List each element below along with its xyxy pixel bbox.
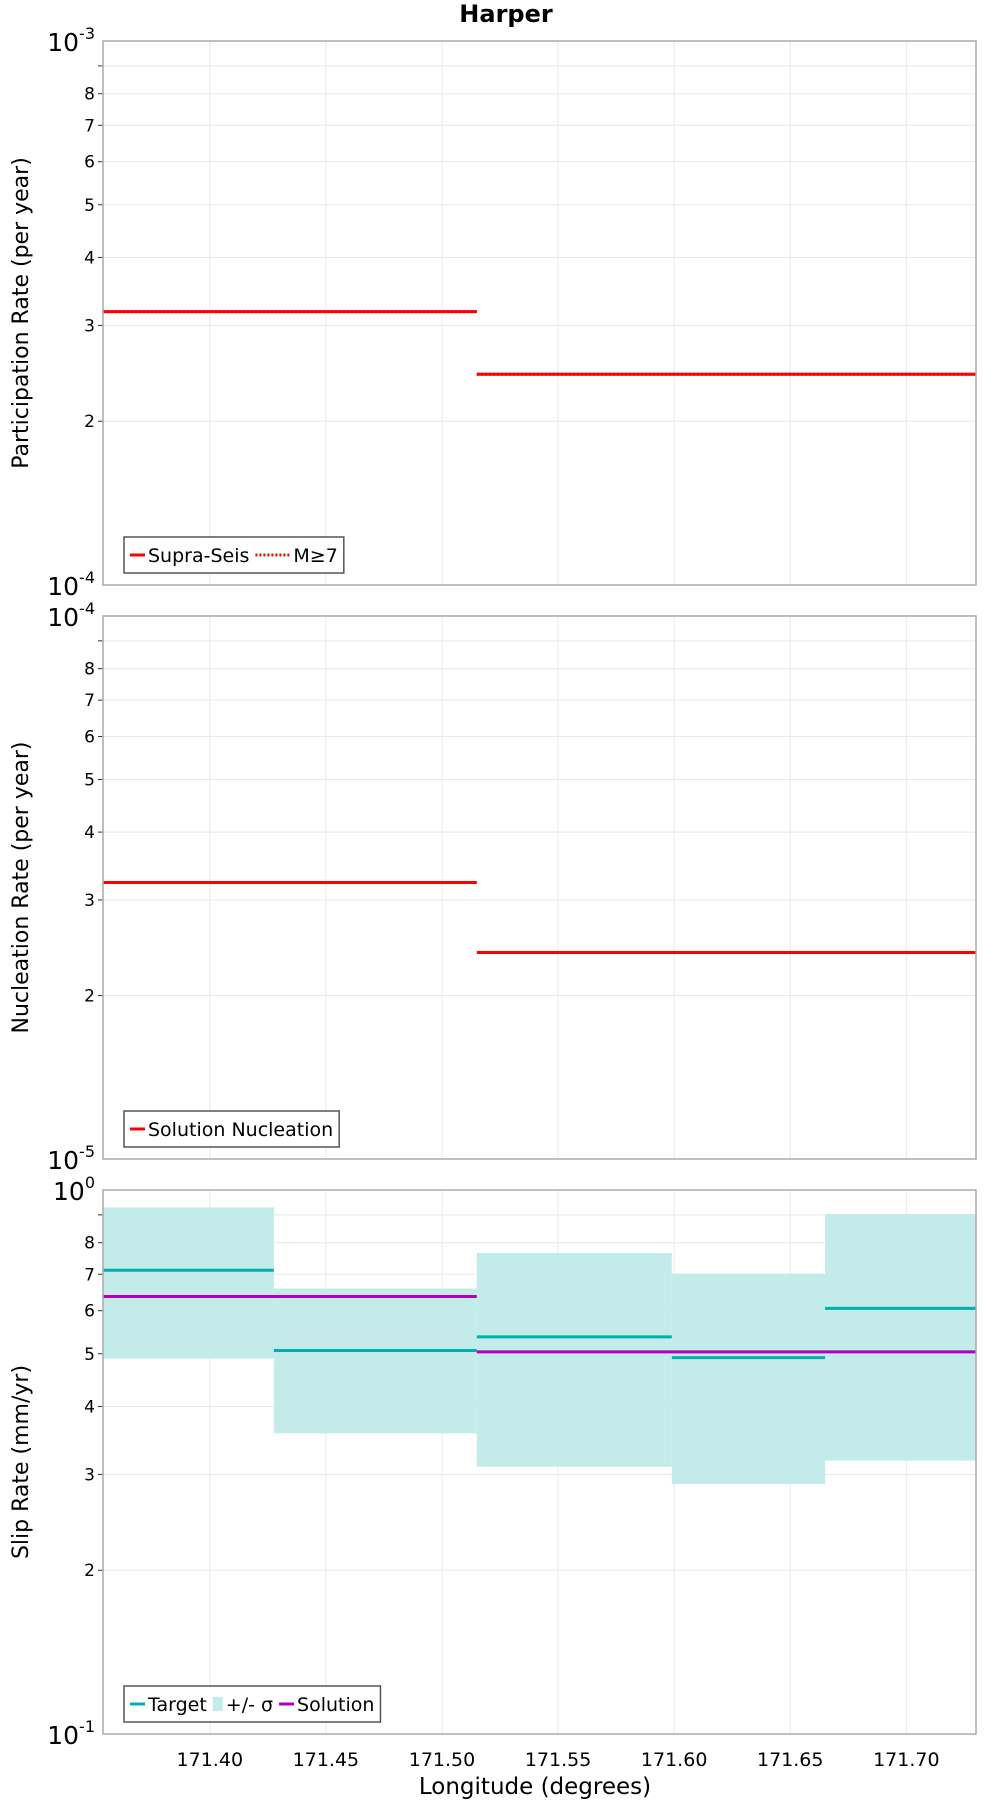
y-tick-label: 3 <box>84 1465 95 1485</box>
y-tick-label: 2 <box>84 1561 95 1581</box>
y-tick-label: 8 <box>84 1234 95 1254</box>
legend-item-label: Solution <box>297 1694 374 1716</box>
x-tick-label: 171.65 <box>757 1749 823 1771</box>
legend-frame <box>123 536 345 574</box>
y-tick-label: 5 <box>84 1345 95 1365</box>
x-tick-label: 171.45 <box>293 1749 359 1771</box>
legend-frame <box>123 1110 340 1148</box>
y-tick-label: 7 <box>84 691 95 711</box>
sigma-band <box>273 1288 477 1434</box>
y-tick-label: 4 <box>84 248 95 268</box>
x-tick-label: 171.55 <box>525 1749 591 1771</box>
x-tick-label: 171.50 <box>409 1749 475 1771</box>
x-axis-label: Longitude (degrees) <box>419 1774 651 1800</box>
y-tick-label: 3 <box>84 891 95 911</box>
plot-frame <box>102 615 977 1160</box>
y-tick-label: 4 <box>84 1397 95 1417</box>
y-axis-top-label: 10-4 <box>47 599 95 632</box>
y-tick-label: 4 <box>84 823 95 843</box>
panel-2: 2 3 4 5 6 7 8 10-4 10-5 Nucleation Rate (per year… <box>9 599 977 1175</box>
panel-3: 2 3 4 5 6 7 8 100 10-1 Slip Rate (mm/yr) Target +/-… <box>9 1173 977 1750</box>
y-tick-label: 5 <box>84 770 95 790</box>
panel-1: 2 3 4 5 6 7 8 10-3 10-4 Participation Rate (per y… <box>9 24 977 601</box>
y-axis-bottom-label: 10-4 <box>47 568 95 601</box>
legend-background <box>124 1686 381 1722</box>
sigma-band <box>671 1273 826 1485</box>
x-tick-label: 171.70 <box>873 1749 939 1771</box>
chart-title: Harper <box>459 0 553 28</box>
y-axis-bottom-label: 10-1 <box>47 1717 95 1750</box>
y-axis-label: Slip Rate (mm/yr) <box>9 1365 34 1559</box>
sigma-band <box>476 1252 672 1467</box>
y-axis-top-label: 10-3 <box>47 24 95 57</box>
y-tick-label: 3 <box>84 316 95 336</box>
sigma-band <box>103 1207 274 1359</box>
plot-frame <box>102 1189 977 1735</box>
legend-item-label: +/- σ <box>226 1694 273 1716</box>
y-tick-label: 2 <box>84 412 95 432</box>
y-axis-top-label: 100 <box>53 1173 95 1206</box>
legend-background <box>124 1111 340 1147</box>
legend-item-label: M≥7 <box>293 545 337 567</box>
legend: Solution Nucleation <box>123 1110 340 1148</box>
legend: Supra-Seis M≥7 <box>123 536 345 574</box>
legend-background <box>124 537 344 573</box>
x-tick-label: 171.60 <box>641 1749 707 1771</box>
legend-item-label: Solution Nucleation <box>148 1119 333 1141</box>
plot-frame <box>102 40 977 586</box>
legend: Target +/- σ Solution <box>123 1685 382 1723</box>
legend-item-label: Supra-Seis <box>148 545 249 567</box>
y-tick-label: 6 <box>84 153 95 173</box>
x-tick-label: 171.40 <box>177 1749 243 1771</box>
legend-item-label: Target <box>147 1694 207 1716</box>
y-tick-label: 8 <box>84 85 95 105</box>
y-tick-label: 6 <box>84 727 95 747</box>
legend-frame <box>123 1685 382 1723</box>
y-tick-label: 8 <box>84 660 95 680</box>
y-tick-label: 5 <box>84 196 95 216</box>
y-tick-label: 7 <box>84 1265 95 1285</box>
y-tick-label: 7 <box>84 116 95 136</box>
y-tick-label: 2 <box>84 987 95 1007</box>
y-axis-label: Nucleation Rate (per year) <box>9 742 34 1034</box>
legend-swatch <box>212 1697 223 1711</box>
sigma-band <box>825 1214 976 1461</box>
y-axis-label: Participation Rate (per year) <box>9 157 34 469</box>
y-axis-bottom-label: 10-5 <box>47 1142 95 1175</box>
y-tick-label: 6 <box>84 1302 95 1322</box>
